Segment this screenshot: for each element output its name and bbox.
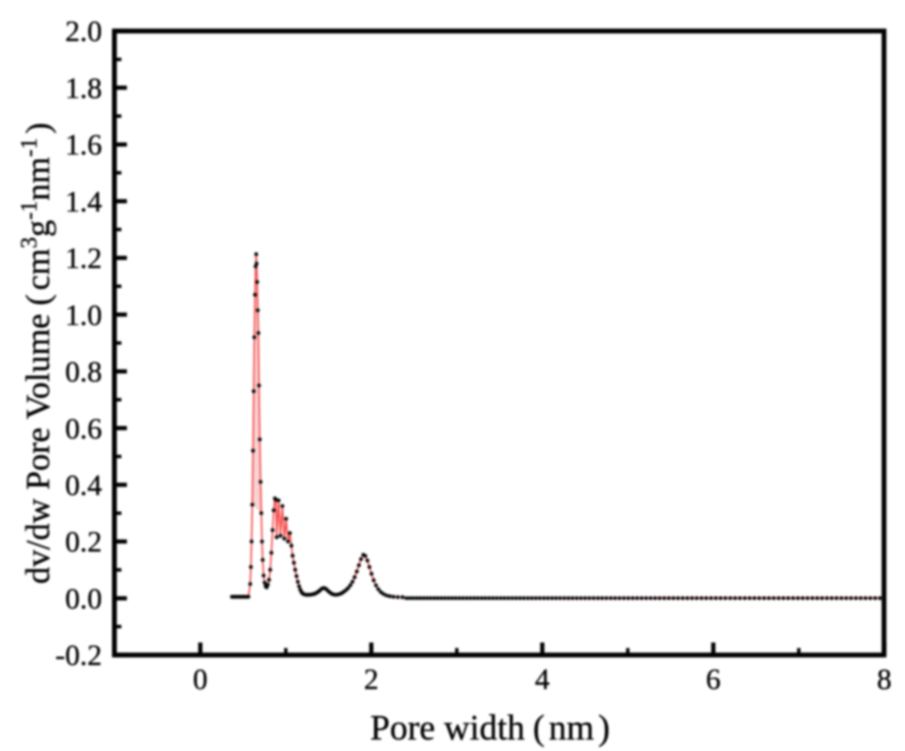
svg-text:1.0: 1.0 <box>65 300 102 332</box>
svg-text:dv/dw Pore Volume(cm3g-1nm-1): dv/dw Pore Volume(cm3g-1nm-1) <box>17 122 58 584</box>
svg-text:1.2: 1.2 <box>65 243 102 275</box>
svg-text:2.0: 2.0 <box>65 16 102 48</box>
svg-text:0.2: 0.2 <box>65 527 102 559</box>
svg-text:1.6: 1.6 <box>65 130 102 162</box>
svg-text:0: 0 <box>193 664 208 696</box>
svg-text:0.8: 0.8 <box>65 357 102 389</box>
svg-text:0.0: 0.0 <box>65 584 102 616</box>
svg-text:8: 8 <box>877 664 892 696</box>
svg-text:4: 4 <box>535 664 550 696</box>
svg-text:-0.2: -0.2 <box>55 640 102 672</box>
svg-text:0.4: 0.4 <box>65 470 102 502</box>
svg-text:0.6: 0.6 <box>65 413 102 445</box>
svg-text:1.4: 1.4 <box>65 186 102 218</box>
svg-text:6: 6 <box>706 664 721 696</box>
svg-text:2: 2 <box>364 664 379 696</box>
svg-text:Pore width(nm): Pore width(nm) <box>370 708 610 748</box>
svg-text:1.8: 1.8 <box>65 73 102 105</box>
